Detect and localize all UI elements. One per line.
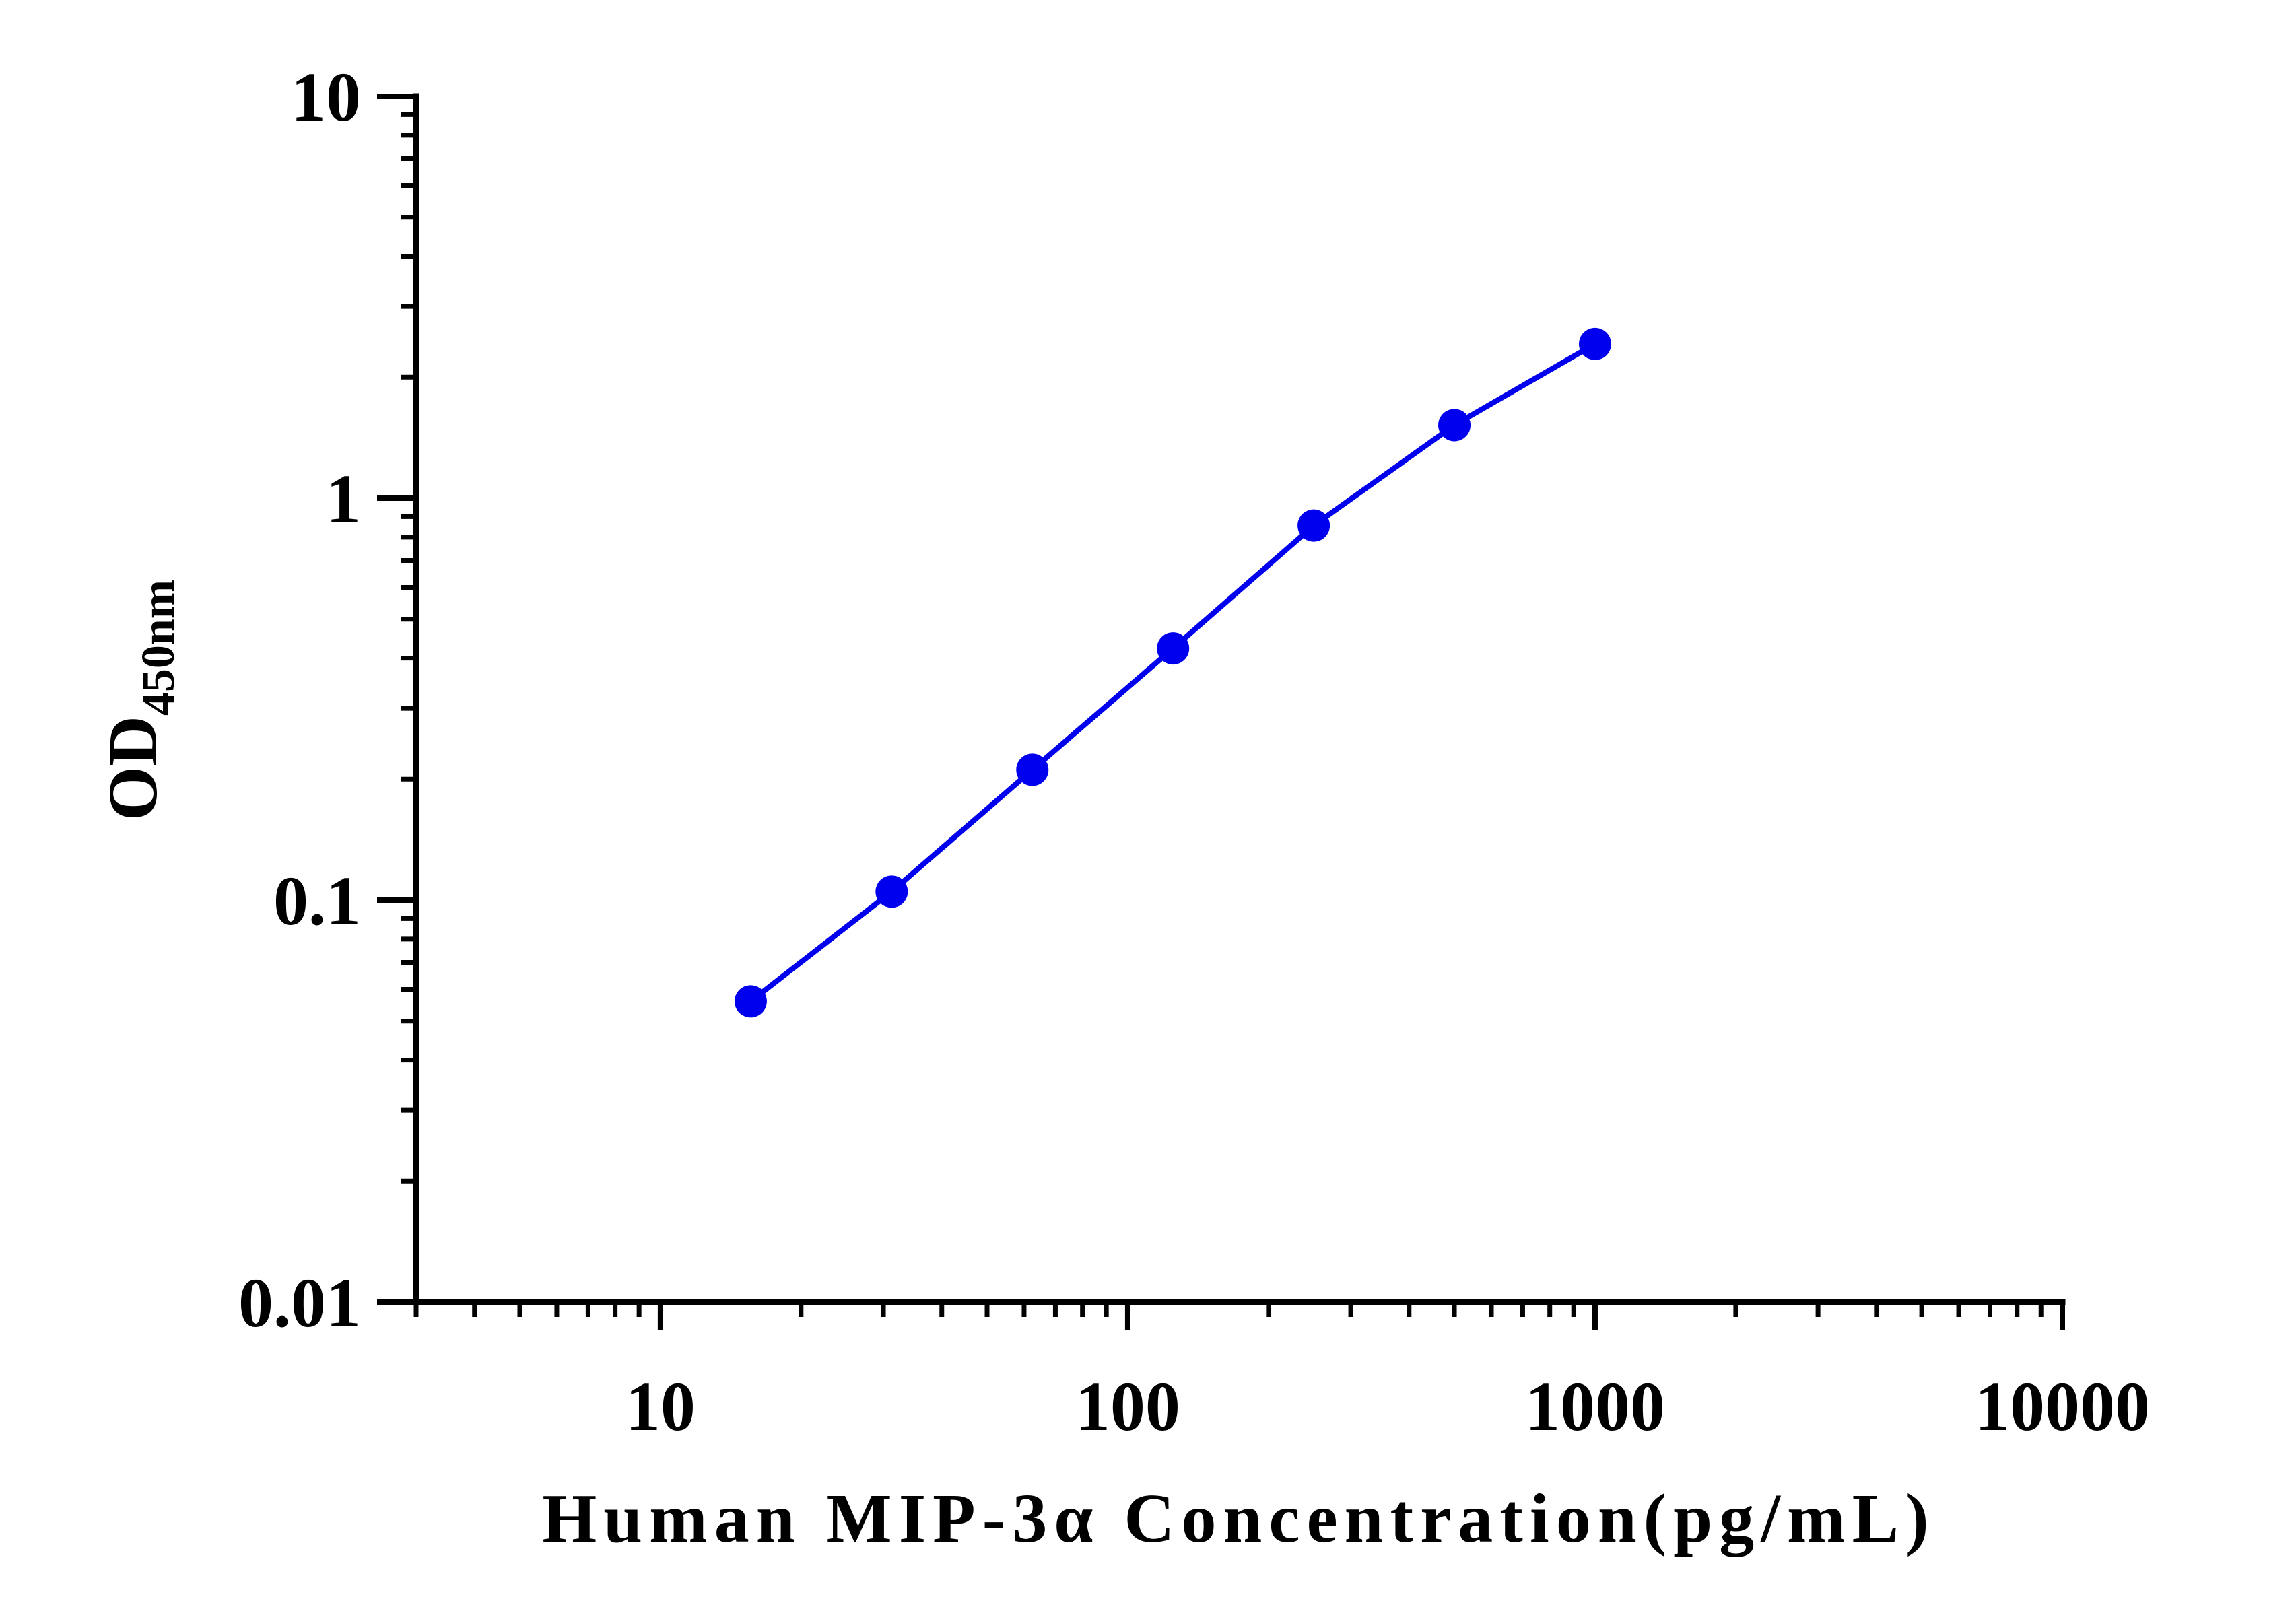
major-ticks xyxy=(377,94,2065,1330)
data-point xyxy=(1016,753,1049,786)
x-tick-label: 10000 xyxy=(1975,1368,2150,1445)
tick-labels: 10 100 1000 10000 0.01 0.1 1 10 xyxy=(238,59,2150,1445)
x-axis-title: Human MIP-3α Concentration(pg/mL) xyxy=(542,1480,1935,1557)
series-layer xyxy=(734,327,1611,1018)
y-tick-label: 0.1 xyxy=(273,862,361,940)
y-axis-title-main: OD xyxy=(94,716,172,821)
data-point xyxy=(734,985,767,1018)
data-point xyxy=(1297,509,1330,542)
y-axis-title-subscript: 450nm xyxy=(133,580,184,716)
x-tick-label: 100 xyxy=(1075,1368,1180,1445)
x-tick-label: 1000 xyxy=(1525,1368,1665,1445)
data-point xyxy=(1157,632,1190,665)
minor-ticks xyxy=(401,112,2044,1317)
data-point xyxy=(875,875,908,908)
data-point xyxy=(1438,409,1471,442)
axes xyxy=(377,93,2066,1330)
y-tick-label: 1 xyxy=(326,460,361,538)
y-axis-title: OD450nm xyxy=(94,580,184,821)
data-point xyxy=(1578,327,1611,360)
y-tick-label: 0.01 xyxy=(238,1264,361,1342)
y-tick-label: 10 xyxy=(291,59,361,136)
x-tick-label: 10 xyxy=(626,1368,696,1445)
series-line xyxy=(749,341,1596,1004)
